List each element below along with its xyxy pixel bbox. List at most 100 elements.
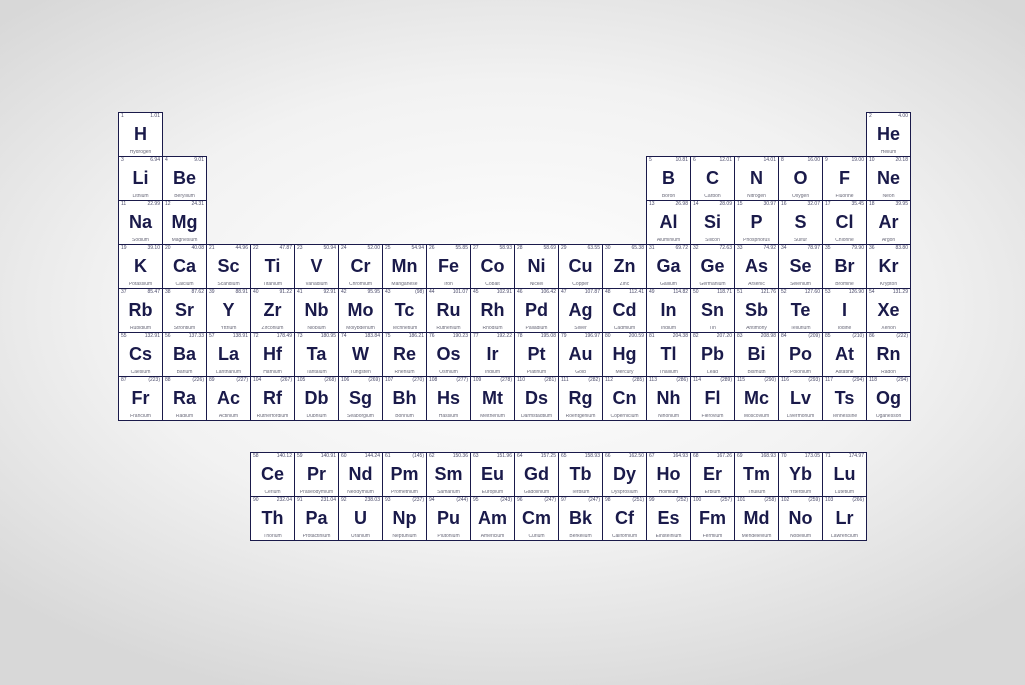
atomic-mass: 190.23 [453, 334, 468, 339]
atomic-mass: 28.09 [719, 202, 732, 207]
element-symbol: Tb [559, 464, 602, 485]
element-cell-mc: 115(290)McMoscovium [734, 376, 779, 421]
element-name: Caesium [119, 370, 162, 375]
element-name: Technetium [383, 326, 426, 331]
element-symbol: Rg [559, 388, 602, 409]
element-cell-s: 1632.07SSulfur [778, 200, 823, 245]
atomic-mass: 138.91 [233, 334, 248, 339]
element-cell-bi: 83208.98BiBismuth [734, 332, 779, 377]
atomic-mass: 39.95 [895, 202, 908, 207]
atomic-mass: 127.60 [805, 290, 820, 295]
element-cell-cr: 2452.00CrChromium [338, 244, 383, 289]
element-name: Tin [691, 326, 734, 331]
element-cell-se: 3478.97SeSelenium [778, 244, 823, 289]
element-name: Polonium [779, 370, 822, 375]
atomic-number: 22 [253, 246, 259, 251]
element-symbol: Co [471, 256, 514, 277]
element-cell-tc: 43(98)TcTechnetium [382, 288, 427, 333]
element-name: Tungsten [339, 370, 382, 375]
atomic-mass: (282) [588, 378, 600, 383]
element-name: Calcium [163, 282, 206, 287]
element-name: Magnesium [163, 238, 206, 243]
atomic-number: 41 [297, 290, 303, 295]
atomic-number: 72 [253, 334, 259, 339]
element-cell-sr: 3887.62SrStrontium [162, 288, 207, 333]
element-name: Darmstadtium [515, 414, 558, 419]
element-cell-ra: 88(226)RaRadium [162, 376, 207, 421]
element-cell-fr: 87(223)FrFrancium [118, 376, 163, 421]
element-name: Uranium [339, 534, 382, 539]
element-symbol: Ag [559, 300, 602, 321]
element-cell-xe: 54131.29XeXenon [866, 288, 911, 333]
element-cell-n: 714.01NNitrogen [734, 156, 779, 201]
atomic-number: 64 [517, 454, 523, 459]
atomic-mass: 20.18 [895, 158, 908, 163]
element-name: Neodymium [339, 490, 382, 495]
element-cell-lv: 116(293)LvLivermorium [778, 376, 823, 421]
element-symbol: Re [383, 344, 426, 365]
atomic-number: 84 [781, 334, 787, 339]
atomic-number: 11 [121, 202, 126, 207]
element-symbol: Pa [295, 508, 338, 529]
atomic-number: 47 [561, 290, 567, 295]
atomic-mass: 19.00 [851, 158, 864, 163]
element-name: Seaborgium [339, 414, 382, 419]
element-cell-cn: 112(285)CnCopernicium [602, 376, 647, 421]
element-name: Cobalt [471, 282, 514, 287]
atomic-number: 98 [605, 498, 611, 503]
atomic-number: 44 [429, 290, 435, 295]
atomic-number: 107 [385, 378, 393, 383]
atomic-mass: (257) [720, 498, 732, 503]
element-name: Francium [119, 414, 162, 419]
atomic-number: 92 [341, 498, 347, 503]
element-cell-rg: 111(282)RgRoentgenium [558, 376, 603, 421]
element-symbol: Ga [647, 256, 690, 277]
atomic-number: 51 [737, 290, 743, 295]
atomic-mass: 207.20 [717, 334, 732, 339]
atomic-number: 70 [781, 454, 787, 459]
atomic-mass: 151.96 [497, 454, 512, 459]
element-cell-rn: 86(222)RnRadon [866, 332, 911, 377]
atomic-number: 88 [165, 378, 171, 383]
element-name: Yttrium [207, 326, 250, 331]
element-name: Bismuth [735, 370, 778, 375]
element-name: Nickel [515, 282, 558, 287]
atomic-number: 103 [825, 498, 833, 503]
atomic-mass: 30.97 [763, 202, 776, 207]
element-symbol: Rn [867, 344, 910, 365]
element-symbol: Nh [647, 388, 690, 409]
atomic-number: 46 [517, 290, 523, 295]
atomic-mass: 55.85 [455, 246, 468, 251]
atomic-number: 27 [473, 246, 479, 251]
element-cell-w: 74183.84WTungsten [338, 332, 383, 377]
atomic-number: 69 [737, 454, 743, 459]
element-name: Mercury [603, 370, 646, 375]
periodic-table-canvas: { "type": "periodic-table", "background_… [0, 0, 1025, 685]
element-symbol: Os [427, 344, 470, 365]
atomic-number: 40 [253, 290, 259, 295]
atomic-mass: (247) [588, 498, 600, 503]
element-cell-am: 95(243)AmAmericium [470, 496, 515, 541]
element-name: Lanthanum [207, 370, 250, 375]
atomic-mass: 50.94 [323, 246, 336, 251]
atomic-number: 81 [649, 334, 655, 339]
element-symbol: Rf [251, 388, 294, 409]
atomic-mass: 173.05 [805, 454, 820, 459]
atomic-number: 85 [825, 334, 831, 339]
element-symbol: B [647, 168, 690, 189]
atomic-mass: 112.41 [629, 290, 644, 295]
element-symbol: Cl [823, 212, 866, 233]
element-symbol: Ar [867, 212, 910, 233]
atomic-number: 106 [341, 378, 349, 383]
element-name: Terbium [559, 490, 602, 495]
element-name: Thallium [647, 370, 690, 375]
atomic-mass: 208.98 [761, 334, 776, 339]
element-cell-pr: 59140.91PrPraseodymium [294, 452, 339, 497]
element-name: Rubidium [119, 326, 162, 331]
element-name: Oganesson [867, 414, 910, 419]
element-symbol: S [779, 212, 822, 233]
atomic-number: 96 [517, 498, 523, 503]
element-cell-ds: 110(281)DsDarmstadtium [514, 376, 559, 421]
element-name: Neon [867, 194, 910, 199]
element-cell-th: 90232.04ThThorium [250, 496, 295, 541]
